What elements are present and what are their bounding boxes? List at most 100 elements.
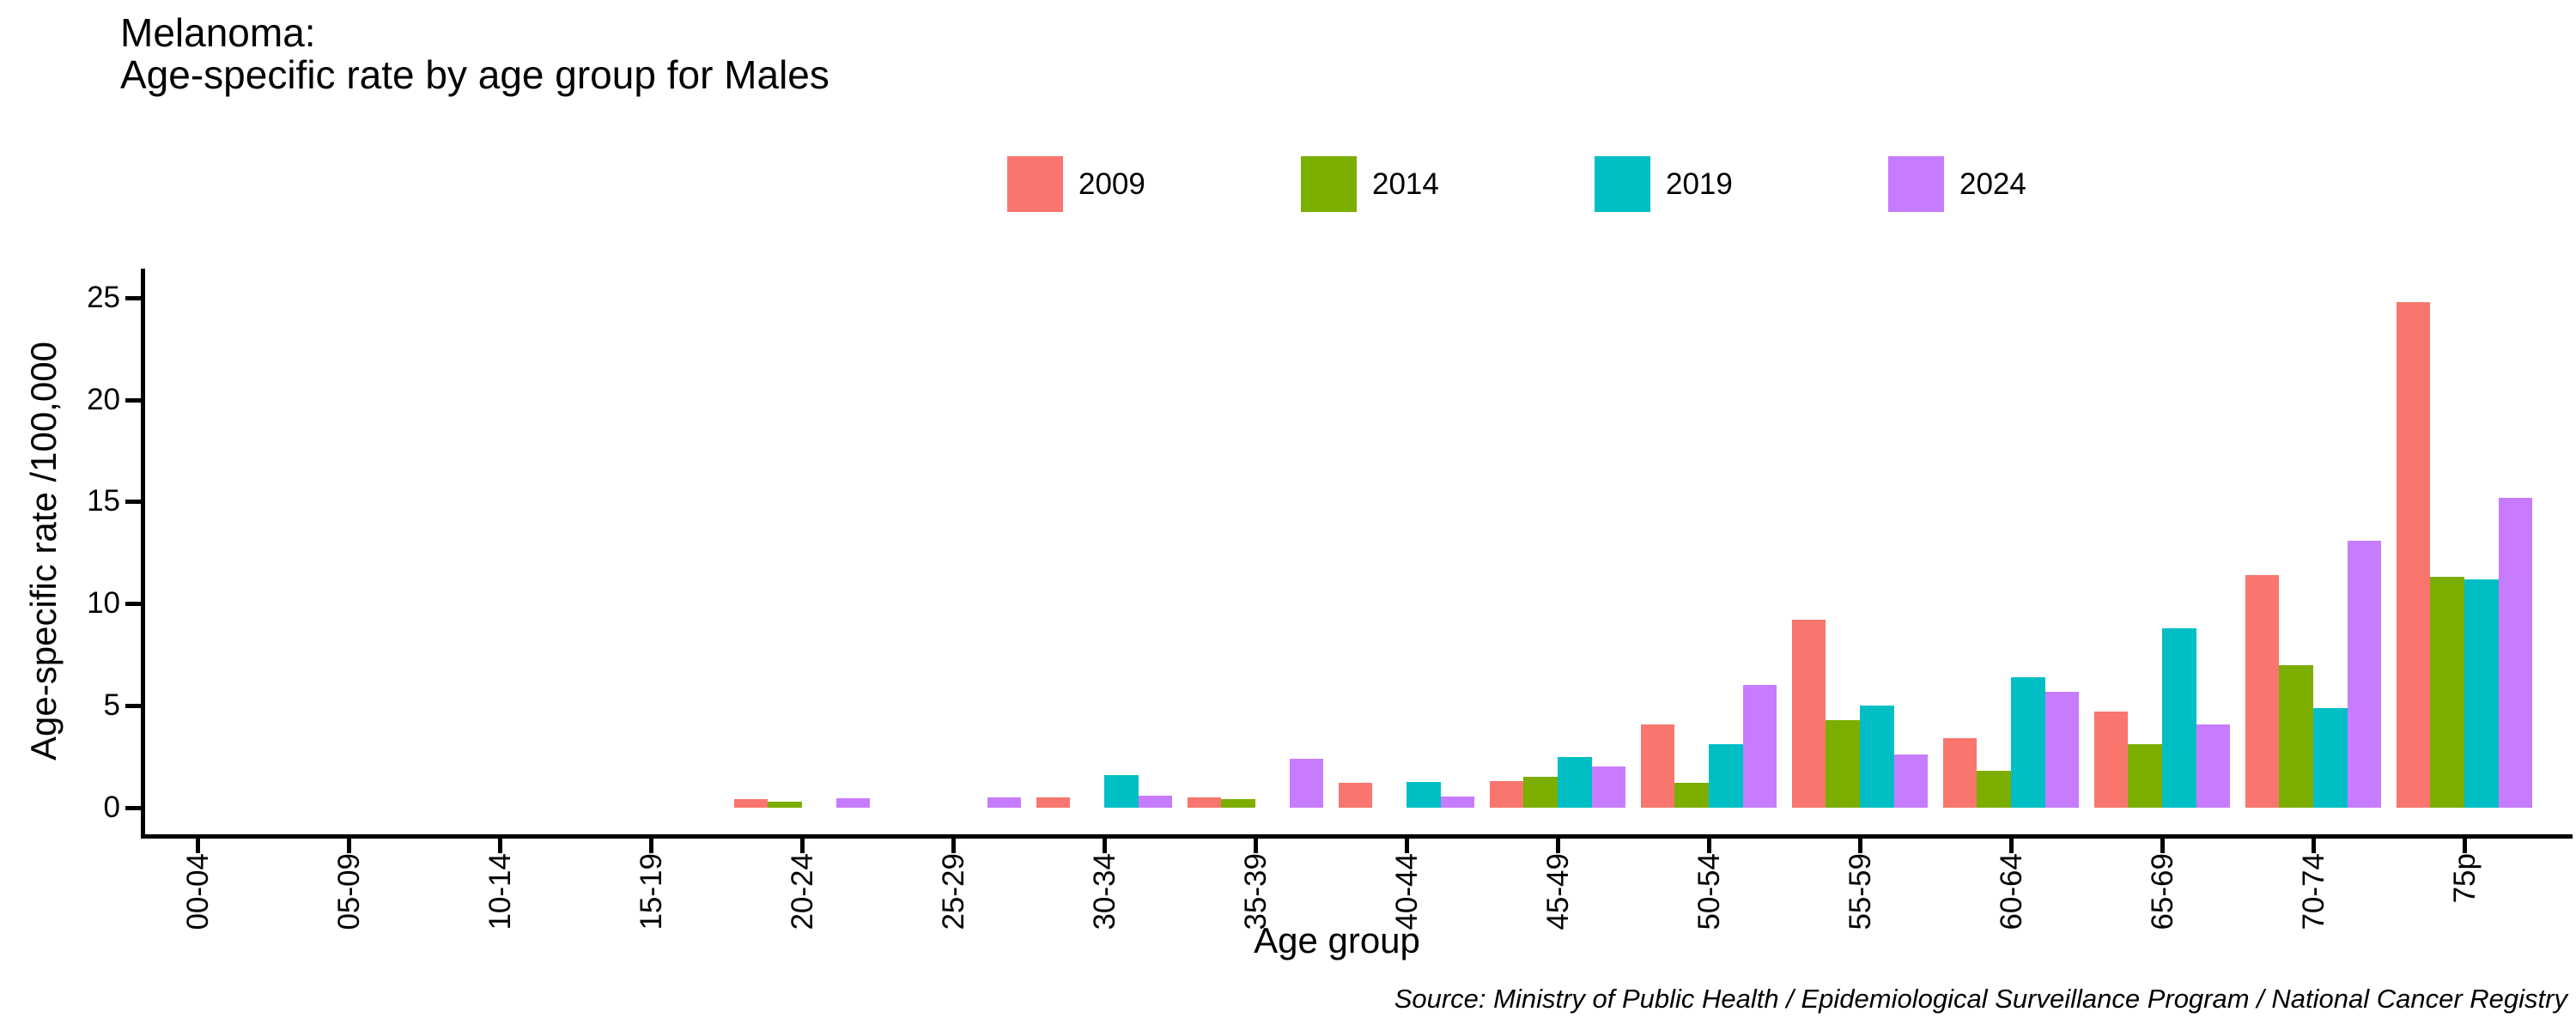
chart-title-line-1: Melanoma:	[120, 10, 316, 55]
legend-label-2019: 2019	[1666, 167, 1733, 201]
bar-2024-60-64	[2044, 691, 2080, 808]
bar-2019-30-34	[1104, 774, 1139, 808]
legend-swatch-2009	[1007, 156, 1063, 212]
bar-2024-65-69	[2196, 724, 2231, 808]
bar-2024-25-29	[987, 797, 1022, 808]
x-tick-label: 00-04	[180, 853, 215, 930]
bar-2024-55-59	[1893, 754, 1929, 808]
x-tick	[648, 834, 653, 853]
x-tick	[2311, 834, 2316, 853]
y-tick-label: 15	[87, 484, 120, 518]
bar-2009-45-49	[1489, 781, 1524, 808]
legend-swatch-2019	[1595, 156, 1650, 212]
x-tick	[951, 834, 956, 853]
bar-2024-45-49	[1591, 766, 1626, 808]
bar-2019-75p	[2464, 579, 2499, 808]
x-tick-label: 70-74	[2296, 853, 2330, 930]
y-tick-label: 25	[87, 280, 120, 314]
bar-2014-50-54	[1674, 783, 1709, 808]
x-tick-label: 40-44	[1389, 853, 1424, 930]
bar-2019-60-64	[2011, 676, 2045, 808]
legend-label-2024: 2024	[1959, 167, 2026, 201]
bar-2019-50-54	[1709, 744, 1743, 808]
bar-2014-35-39	[1221, 799, 1255, 808]
bar-2009-30-34	[1036, 797, 1071, 808]
x-tick	[1857, 834, 1862, 853]
y-tick	[125, 704, 144, 709]
x-tick	[1706, 834, 1711, 853]
bar-2024-20-24	[835, 798, 871, 808]
x-tick	[1404, 834, 1409, 853]
bar-2019-70-74	[2313, 707, 2348, 808]
bar-2019-65-69	[2162, 627, 2196, 808]
y-tick	[125, 500, 144, 505]
x-tick-label: 30-34	[1087, 853, 1121, 930]
bar-2024-35-39	[1289, 758, 1324, 808]
x-tick	[497, 834, 502, 853]
bar-2019-45-49	[1558, 756, 1592, 808]
bar-2014-75p	[2430, 577, 2464, 808]
bar-2014-70-74	[2279, 664, 2313, 808]
x-tick-label: 35-39	[1238, 853, 1273, 930]
bar-2024-50-54	[1742, 685, 1777, 808]
x-axis-title: Age group	[1254, 920, 1420, 960]
bar-2014-20-24	[768, 801, 802, 808]
source-note: Source: Ministry of Public Health / Epid…	[1394, 984, 2567, 1014]
bar-2019-55-59	[1860, 706, 1894, 808]
chart-title-line-2: Age-specific rate by age group for Males	[120, 52, 829, 97]
y-tick	[125, 295, 144, 300]
y-tick-label: 5	[103, 688, 120, 723]
legend-label-2014: 2014	[1372, 167, 1439, 201]
bar-2009-40-44	[1338, 783, 1373, 808]
x-tick	[799, 834, 805, 853]
y-tick	[125, 602, 144, 607]
x-tick-label: 15-19	[634, 853, 668, 930]
bar-2009-35-39	[1187, 797, 1222, 808]
bar-2009-20-24	[733, 799, 769, 808]
bar-2024-30-34	[1138, 795, 1173, 808]
bar-2019-40-44	[1406, 782, 1441, 808]
legend-swatch-2024	[1888, 156, 1944, 212]
y-tick-label: 10	[87, 586, 120, 621]
x-tick	[2008, 834, 2014, 853]
x-tick	[1102, 834, 1107, 853]
bar-2014-55-59	[1826, 719, 1860, 808]
x-axis-line	[141, 834, 2573, 839]
bar-2009-65-69	[2093, 712, 2129, 808]
chart-title: Melanoma: Age-specific rate by age group…	[120, 12, 829, 96]
bar-2014-60-64	[1977, 771, 2011, 808]
x-tick-label: 50-54	[1692, 853, 1726, 930]
bar-2009-60-64	[1942, 738, 1978, 808]
x-tick-label: 20-24	[785, 853, 819, 930]
x-tick-label: 65-69	[2145, 853, 2179, 930]
bar-2009-55-59	[1791, 620, 1826, 808]
x-tick-label: 05-09	[331, 853, 366, 930]
x-tick	[1555, 834, 1560, 853]
x-tick-label: 55-59	[1843, 853, 1877, 930]
x-tick	[2160, 834, 2165, 853]
bar-2024-75p	[2498, 497, 2533, 808]
bar-2014-65-69	[2128, 744, 2162, 808]
x-tick-label: 75p	[2447, 853, 2482, 904]
x-tick-label: 60-64	[1994, 853, 2028, 930]
x-tick-label: 25-29	[936, 853, 970, 930]
y-axis-line	[141, 269, 145, 839]
x-tick	[195, 834, 200, 853]
y-tick	[125, 806, 144, 810]
y-tick-label: 20	[87, 382, 120, 416]
bar-2014-45-49	[1523, 777, 1558, 808]
x-tick-label: 45-49	[1540, 853, 1575, 930]
bar-2009-50-54	[1640, 724, 1675, 808]
x-tick	[346, 834, 351, 853]
bar-2024-40-44	[1440, 796, 1475, 808]
legend-label-2009: 2009	[1078, 167, 1145, 201]
bar-2024-70-74	[2347, 540, 2382, 808]
bar-2009-75p	[2396, 301, 2431, 808]
bar-2009-70-74	[2245, 575, 2280, 808]
legend-swatch-2014	[1301, 156, 1357, 212]
x-tick	[2462, 834, 2467, 853]
y-tick	[125, 397, 144, 403]
x-tick	[1253, 834, 1258, 853]
x-tick-label: 10-14	[483, 853, 517, 930]
